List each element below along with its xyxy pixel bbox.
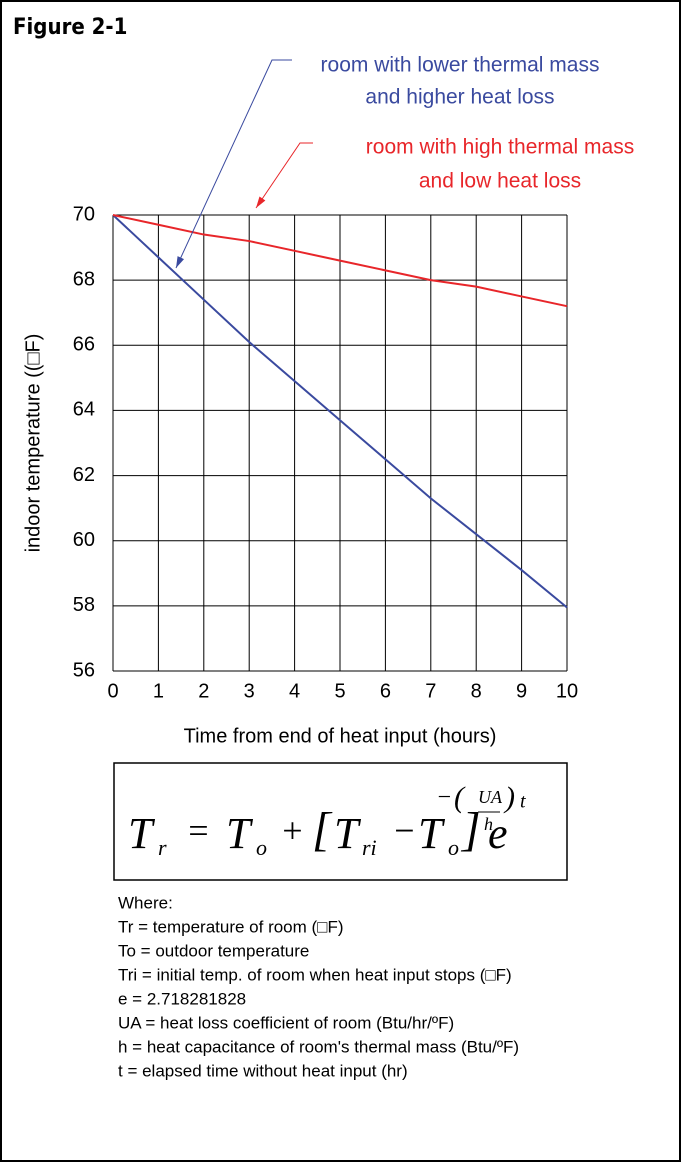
figure-label: Figure 2-1 — [13, 15, 127, 40]
x-tick-label: 1 — [153, 680, 164, 702]
equation-token: − — [392, 810, 416, 850]
where-line: UA = heat loss coefficient of room (Btu/… — [118, 1013, 454, 1032]
x-axis-label: Time from end of heat input (hours) — [184, 725, 497, 747]
equation-box — [113, 762, 568, 881]
leader-line — [255, 142, 313, 209]
x-tick-label: 3 — [244, 680, 255, 702]
series-line — [112, 214, 568, 308]
where-line: t = elapsed time without heat input (hr) — [118, 1061, 408, 1080]
equation-token: ] — [460, 803, 481, 856]
y-tick-label: 60 — [73, 529, 95, 551]
where-line: h = heat capacitance of room's thermal m… — [118, 1037, 519, 1056]
y-tick-label: 70 — [73, 203, 95, 225]
x-tick-label: 7 — [425, 680, 436, 702]
equation-token: − — [436, 785, 452, 811]
equation-token: h — [484, 814, 493, 834]
equation-token: UA — [478, 787, 503, 807]
x-tick-label: 10 — [556, 680, 578, 702]
equation-token: = — [186, 810, 210, 850]
equation-token: T — [334, 809, 362, 858]
leader-line — [175, 59, 292, 269]
x-tick-label: 8 — [471, 680, 482, 702]
where-line: Tri = initial temp. of room when heat in… — [118, 965, 512, 984]
arrow-head — [256, 196, 266, 208]
y-tick-label: 56 — [73, 659, 95, 681]
y-tick-label: 66 — [73, 334, 95, 356]
equation-token: + — [280, 810, 304, 850]
equation-token: e — [488, 809, 508, 858]
x-tick-label: 0 — [107, 680, 118, 702]
equation-token: r — [158, 835, 167, 860]
equation-token: t — [520, 791, 526, 813]
y-tick-label: 58 — [73, 594, 95, 616]
equation-token: T — [128, 809, 156, 858]
where-line: Where: — [118, 893, 173, 912]
equation-token: T — [418, 809, 446, 858]
x-tick-label: 9 — [516, 680, 527, 702]
annotation-text: and low heat loss — [419, 170, 581, 193]
equation-token: [ — [312, 803, 333, 856]
series-line — [112, 214, 568, 609]
y-tick-label: 62 — [73, 464, 95, 486]
annotation-text: room with high thermal mass — [366, 136, 634, 159]
y-tick-label: 64 — [73, 399, 95, 421]
y-axis-label: indoor temperature ((□F) — [22, 334, 44, 553]
equation-token: T — [226, 809, 254, 858]
annotation-text: room with lower thermal mass — [321, 54, 600, 77]
equation-token: ri — [362, 835, 377, 860]
where-line: To = outdoor temperature — [118, 941, 309, 960]
x-tick-label: 5 — [334, 680, 345, 702]
equation-token: ) — [503, 781, 515, 814]
x-tick-label: 2 — [198, 680, 209, 702]
where-line: Tr = temperature of room (□F) — [118, 917, 344, 936]
equation-token: o — [256, 835, 267, 860]
x-tick-label: 6 — [380, 680, 391, 702]
annotation-text: and higher heat loss — [365, 86, 554, 109]
y-tick-label: 68 — [73, 268, 95, 290]
equation-token: o — [448, 835, 459, 860]
arrow-head — [176, 256, 185, 268]
x-tick-label: 4 — [289, 680, 300, 702]
where-line: e = 2.718281828 — [118, 989, 246, 1008]
equation-token: ( — [454, 781, 466, 814]
